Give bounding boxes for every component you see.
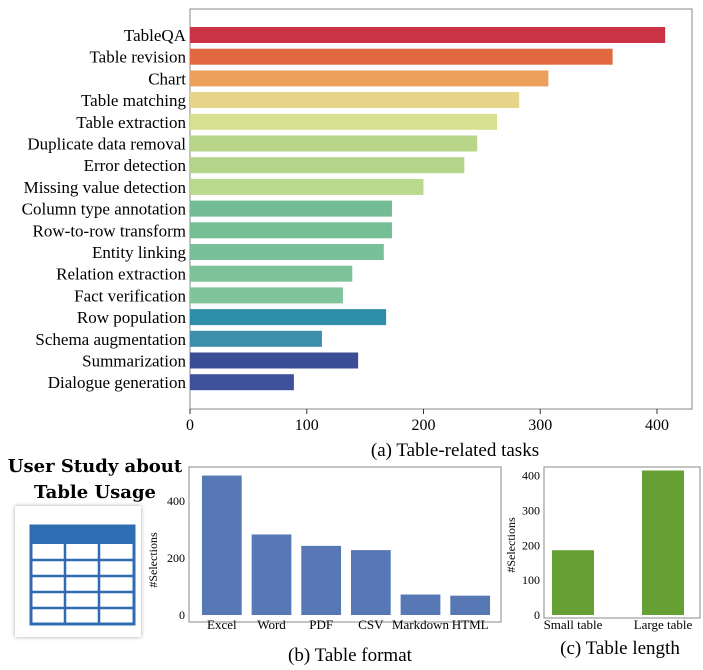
format-bar (251, 534, 292, 615)
task-label: Table revision (89, 48, 186, 67)
user-study-title-line1: User Study about (7, 456, 183, 477)
task-bar (190, 330, 322, 347)
length-y-tick-label: 300 (522, 504, 540, 518)
length-x-tick-label: Large table (634, 617, 693, 632)
task-bar (190, 113, 498, 130)
x-tick-label: 100 (295, 417, 319, 434)
format-chart-frame (188, 466, 502, 623)
task-label: Duplicate data removal (27, 135, 186, 154)
length-y-axis-label: #Selections (504, 517, 518, 573)
format-x-tick-label: Excel (207, 617, 237, 632)
task-label: TableQA (124, 26, 187, 45)
table-icon (29, 524, 136, 626)
format-x-tick-label: HTML (452, 617, 489, 632)
format-bar (301, 545, 342, 615)
task-bar (190, 374, 294, 391)
caption-c: (c) Table length (560, 638, 680, 659)
format-y-tick-label: 200 (167, 551, 185, 565)
task-bar (190, 244, 384, 260)
task-label: Dialogue generation (48, 373, 187, 392)
length-bar (642, 470, 684, 615)
format-y-axis-label: #Selections (146, 532, 160, 588)
format-chart: Excel Word PDF CSV Markdown HTML 0 200 400 #Selec… (146, 466, 502, 632)
caption-a: (a) Table-related tasks (370, 440, 540, 461)
length-y-tick-label: 0 (534, 608, 540, 622)
task-bar (190, 265, 353, 282)
x-tick-label: 0 (186, 417, 194, 434)
task-label: Row population (77, 308, 187, 327)
length-bar (552, 550, 594, 615)
x-tick-label: 400 (645, 417, 669, 434)
user-study-title: User Study about Table Usage (0, 454, 190, 506)
task-label: Column type annotation (22, 200, 187, 219)
task-bar (190, 27, 666, 43)
task-bar (190, 48, 613, 65)
task-bar (190, 70, 549, 87)
task-label: Entity linking (92, 243, 186, 262)
format-x-tick-label: PDF (309, 617, 333, 632)
task-label: Missing value detection (24, 178, 187, 197)
task-bar (190, 352, 359, 369)
x-tick-label: 300 (528, 417, 552, 434)
length-chart-frame (543, 466, 701, 619)
task-bar (190, 92, 520, 109)
length-y-tick-label: 100 (522, 573, 540, 587)
task-label: Summarization (82, 352, 186, 371)
format-bar (350, 550, 391, 615)
length-x-tick-label: Small table (544, 617, 603, 632)
task-bar (190, 178, 424, 195)
format-y-tick-label: 0 (179, 608, 185, 622)
task-bar (190, 287, 343, 304)
format-bar (400, 594, 441, 615)
task-label: Chart (148, 69, 186, 88)
task-bar (190, 309, 387, 326)
task-bar (190, 135, 478, 152)
task-label: Schema augmentation (35, 330, 186, 349)
format-x-tick-label: Markdown (392, 617, 450, 632)
task-bar (190, 157, 465, 174)
task-label: Row-to-row transform (33, 221, 186, 240)
x-tick-label: 200 (411, 417, 435, 434)
user-study-title-line2: Table Usage (33, 482, 156, 503)
task-bar (190, 222, 392, 239)
length-y-tick-label: 400 (522, 469, 540, 483)
task-chart: TableQA Table revision Chart Table matching… (22, 8, 693, 434)
task-label: Fact verification (74, 286, 186, 305)
task-label: Table matching (81, 91, 187, 110)
format-x-tick-label: CSV (358, 617, 384, 632)
caption-b: (b) Table format (288, 645, 412, 666)
task-bar (190, 200, 392, 217)
task-label: Relation extraction (56, 265, 186, 284)
format-bar (450, 595, 491, 615)
format-bar (201, 475, 242, 615)
table-icon-card (15, 506, 141, 637)
format-x-tick-label: Word (257, 617, 286, 632)
format-y-tick-label: 400 (167, 494, 185, 508)
task-label: Table extraction (76, 113, 186, 132)
length-chart: Small table Large table 0 100 200 300 400 #Sele… (504, 466, 701, 632)
length-y-tick-label: 200 (522, 538, 540, 552)
task-label: Error detection (84, 156, 187, 175)
